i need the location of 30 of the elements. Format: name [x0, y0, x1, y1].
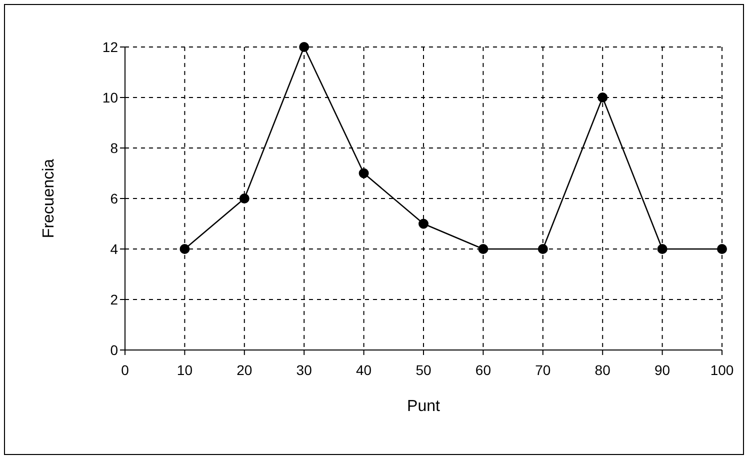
point [717, 244, 727, 254]
x-tick-label: 50 [416, 362, 432, 378]
point [239, 194, 250, 204]
x-tick-label: 80 [594, 362, 611, 378]
x-tick-label: 10 [176, 362, 193, 378]
x-tick-label: 30 [296, 362, 312, 378]
y-tick-label: 8 [110, 140, 118, 156]
point [478, 244, 488, 254]
y-tick-label: 2 [110, 291, 118, 308]
point [358, 168, 369, 178]
point [598, 92, 608, 102]
y-axis-title: Frecuencia [40, 158, 58, 238]
x-tick-label: 20 [236, 362, 252, 378]
y-tick-label: 12 [102, 38, 118, 55]
x-tick-label: 60 [475, 362, 492, 378]
x-tick-label: 90 [654, 362, 670, 378]
x-tick-label: 40 [356, 362, 372, 378]
x-tick-label: 100 [710, 362, 734, 378]
point [299, 42, 310, 52]
y-tick-label: 10 [102, 89, 118, 106]
point [657, 244, 668, 254]
y-tick-label: 6 [110, 190, 118, 206]
x-tick-label: 0 [121, 362, 130, 378]
point [180, 244, 190, 254]
point [418, 218, 428, 229]
x-axis-title: Punt [407, 398, 441, 415]
y-tick-label: 0 [110, 342, 118, 358]
point [538, 244, 548, 254]
x-tick-label: 70 [535, 362, 551, 378]
y-tick-label: 4 [110, 240, 118, 257]
